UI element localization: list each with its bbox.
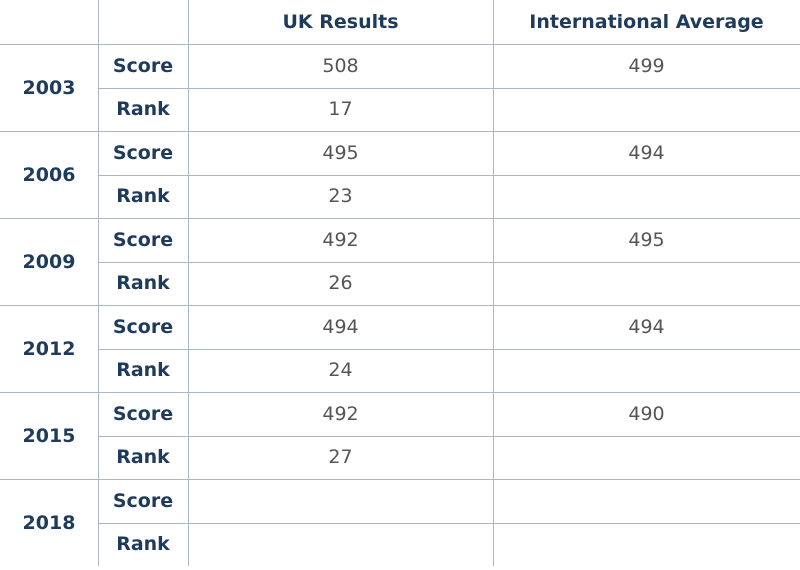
table-border	[0, 392, 800, 393]
row-label: Rank	[116, 446, 170, 469]
year-label: 2009	[22, 250, 76, 273]
uk-value: 494	[322, 315, 359, 338]
column-header: International Average	[529, 11, 764, 33]
year-label: 2018	[22, 511, 76, 534]
table-border	[0, 218, 800, 219]
table-border	[0, 44, 800, 45]
table-border	[98, 348, 800, 350]
year-label: 2006	[22, 163, 76, 186]
table-border	[98, 261, 800, 263]
intl-value: 499	[628, 54, 665, 77]
row-label: Score	[112, 228, 174, 251]
year-label: 2012	[22, 337, 76, 360]
intl-value: 495	[628, 228, 665, 251]
row-label: Score	[112, 489, 174, 512]
table-border	[0, 131, 800, 132]
uk-value: 17	[328, 98, 353, 121]
row-label: Rank	[116, 533, 170, 556]
year-label: 2015	[22, 424, 76, 447]
row-label: Score	[112, 402, 174, 425]
row-label: Rank	[116, 98, 170, 121]
table-border	[98, 522, 800, 524]
uk-value: 495	[322, 141, 359, 164]
uk-value: 492	[322, 402, 359, 425]
intl-value: 494	[628, 141, 665, 164]
table-border	[98, 87, 800, 89]
uk-value: 492	[322, 228, 359, 251]
row-label: Rank	[116, 359, 170, 382]
row-label: Rank	[116, 272, 170, 295]
table-border	[493, 0, 494, 566]
table-border	[188, 0, 189, 566]
table-border	[0, 479, 800, 480]
table-border	[98, 0, 99, 566]
year-label: 2003	[22, 76, 76, 99]
column-header: UK Results	[282, 11, 399, 33]
uk-value: 508	[322, 54, 359, 77]
table-border	[98, 174, 800, 176]
table-border	[0, 305, 800, 306]
table-border	[98, 435, 800, 437]
row-label: Score	[112, 315, 174, 338]
uk-value: 23	[328, 185, 353, 208]
row-label: Score	[112, 54, 174, 77]
row-label: Score	[112, 141, 174, 164]
intl-value: 490	[628, 402, 665, 425]
intl-value: 494	[628, 315, 665, 338]
row-label: Rank	[116, 185, 170, 208]
uk-value: 24	[328, 359, 353, 382]
uk-value: 26	[328, 272, 353, 295]
uk-value: 27	[328, 446, 353, 469]
